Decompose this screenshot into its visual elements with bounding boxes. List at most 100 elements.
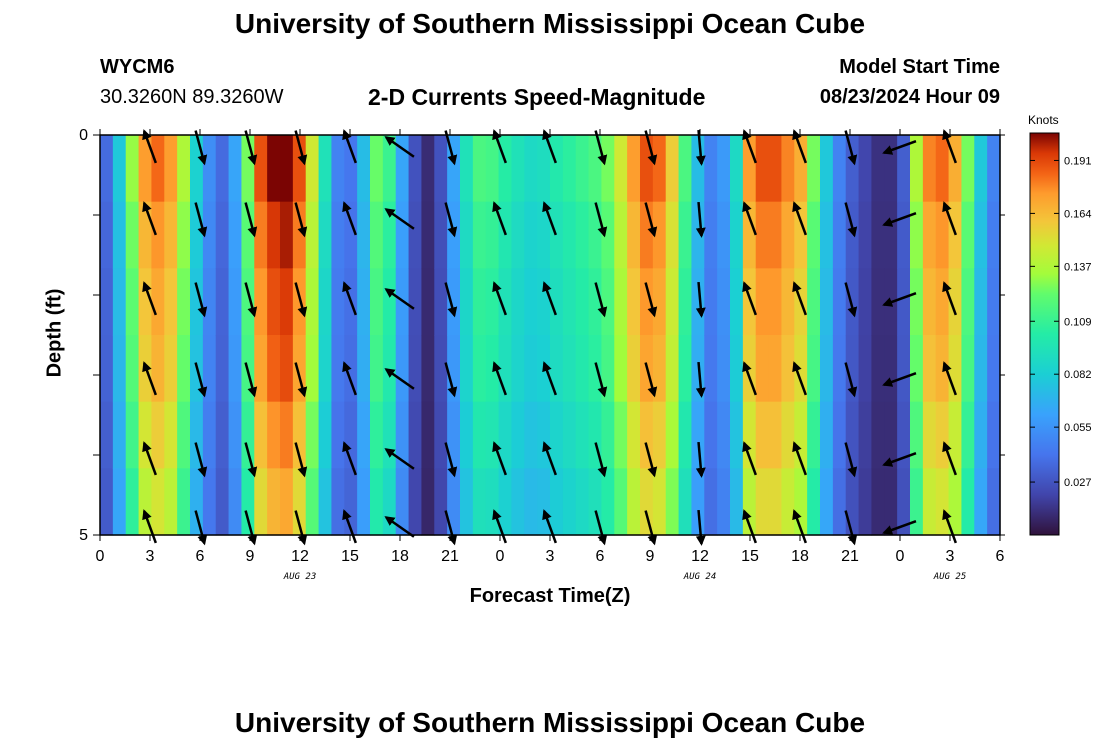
heatmap-cell xyxy=(832,135,847,203)
heatmap-cell xyxy=(704,468,718,536)
heatmap-cell xyxy=(730,401,744,469)
heatmap-cell xyxy=(138,135,153,203)
footer-title: University of Southern Mississippi Ocean… xyxy=(234,707,866,738)
heatmap-cell xyxy=(344,201,358,269)
heatmap-cell xyxy=(910,468,924,536)
heatmap-cell xyxy=(562,335,577,403)
heatmap-cell xyxy=(370,468,384,536)
heatmap-cell xyxy=(858,135,873,203)
heatmap-cell xyxy=(241,135,255,203)
heatmap-cell xyxy=(627,335,641,403)
current-vector xyxy=(695,509,706,546)
current-vector xyxy=(942,129,957,164)
heatmap-cell xyxy=(768,135,783,203)
heatmap-cell xyxy=(318,468,333,536)
heatmap-cell xyxy=(871,335,885,403)
heatmap-cell xyxy=(974,201,988,269)
current-vector xyxy=(444,282,458,318)
current-vector xyxy=(594,202,608,238)
current-vector xyxy=(742,509,757,544)
heatmap-cell xyxy=(472,135,487,203)
heatmap-cell xyxy=(524,201,538,269)
heatmap-cell xyxy=(691,401,705,469)
heatmap-cell xyxy=(498,468,513,536)
heatmap-cell xyxy=(292,468,307,536)
heatmap-cell xyxy=(562,401,577,469)
heatmap-cell xyxy=(215,201,230,269)
heatmap-cell xyxy=(357,135,371,203)
heatmap-cell xyxy=(910,135,924,203)
heatmap-cell xyxy=(318,135,333,203)
current-vector xyxy=(142,129,157,164)
current-vector xyxy=(792,281,807,316)
heatmap-cell xyxy=(472,401,487,469)
current-vector xyxy=(444,202,458,238)
current-vector xyxy=(244,202,258,238)
heatmap-cell xyxy=(344,468,358,536)
heatmap-cell xyxy=(177,468,191,536)
current-vector xyxy=(844,130,858,166)
heatmap-cell xyxy=(691,468,705,536)
heatmap-cell xyxy=(485,268,500,336)
heatmap-cell xyxy=(164,335,178,403)
heatmap-cell xyxy=(382,135,397,203)
heatmap-cell xyxy=(177,135,191,203)
heatmap-cell xyxy=(112,335,127,403)
heatmap-cell xyxy=(215,268,230,336)
heatmap-cell xyxy=(832,401,847,469)
current-vector xyxy=(882,292,917,307)
current-vector xyxy=(542,441,557,476)
heatmap-cell xyxy=(421,268,435,336)
heatmap-cell xyxy=(820,268,834,336)
current-vector xyxy=(384,136,415,158)
heatmap-cell xyxy=(922,401,937,469)
heatmap-cell xyxy=(524,468,538,536)
x-axis: 0 3 6 9 12 15 18 21 0 3 6 9 12 15 18 21 0 3 6 AUG 23 AUG 24 A… xyxy=(96,129,1005,582)
heatmap-cell xyxy=(537,401,551,469)
heatmap-cell xyxy=(575,135,590,203)
current-vector xyxy=(644,362,658,398)
heatmap-cell xyxy=(447,268,461,336)
heatmap-cell xyxy=(820,468,834,536)
heatmap-cell xyxy=(280,201,294,269)
current-vector xyxy=(342,361,357,396)
heatmap-cell xyxy=(717,135,731,203)
heatmap-cell xyxy=(100,335,114,403)
heatmap-cell xyxy=(254,201,268,269)
heatmap-cell xyxy=(627,401,641,469)
heatmap-cell xyxy=(974,401,988,469)
heatmap-cell xyxy=(640,135,654,203)
date-label: AUG 23 xyxy=(283,572,317,582)
current-vector xyxy=(384,368,415,390)
current-vector xyxy=(294,130,308,166)
current-vector xyxy=(882,372,917,387)
heatmap-cell xyxy=(305,268,320,336)
heatmap-cell xyxy=(601,135,615,203)
heatmap-cell xyxy=(922,335,937,403)
heatmap-cell xyxy=(768,335,783,403)
model-start-value: 08/23/2024 Hour 09 xyxy=(819,86,1000,108)
heatmap-cell xyxy=(357,468,371,536)
heatmap-cell xyxy=(717,468,731,536)
heatmap-cell xyxy=(665,201,680,269)
heatmap-cell xyxy=(807,268,821,336)
heatmap-cell xyxy=(717,201,731,269)
heatmap-cell xyxy=(177,335,191,403)
heatmap-cell xyxy=(768,201,783,269)
heatmap-cell xyxy=(652,468,667,536)
current-vector xyxy=(342,281,357,316)
heatmap-cell xyxy=(961,135,975,203)
heatmap-cell xyxy=(485,201,500,269)
heatmap-cell xyxy=(794,468,808,536)
heatmap-cell xyxy=(627,268,641,336)
heatmap-cell xyxy=(408,468,423,536)
heatmap-cell xyxy=(588,268,603,336)
current-vector xyxy=(444,510,458,546)
heatmap-cell xyxy=(627,468,641,536)
heatmap-cell xyxy=(151,401,165,469)
heatmap-cell xyxy=(382,468,397,536)
heatmap-cell xyxy=(601,201,615,269)
heatmap-cell xyxy=(280,135,294,203)
current-vector xyxy=(792,441,807,476)
heatmap-cell xyxy=(910,401,924,469)
